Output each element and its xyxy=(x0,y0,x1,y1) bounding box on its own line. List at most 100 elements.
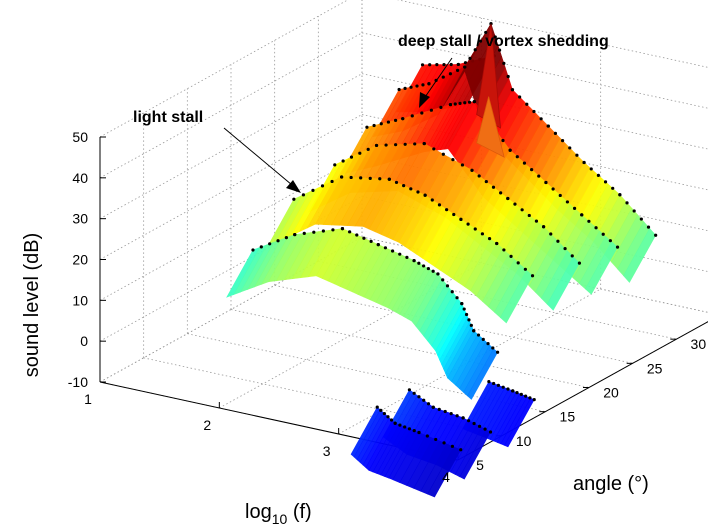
ridge-point xyxy=(362,236,366,240)
ridge-point xyxy=(477,424,482,428)
ridge-point xyxy=(398,252,402,256)
ridge-point xyxy=(441,75,445,79)
ridge-point xyxy=(464,312,469,317)
ridge-point xyxy=(372,123,376,128)
ridge-point xyxy=(358,151,362,155)
ridge-point xyxy=(293,232,297,237)
ridge-point xyxy=(493,35,497,39)
ridge-point xyxy=(558,193,562,198)
x-tick-label: 1 xyxy=(84,391,92,407)
ridge-point xyxy=(532,398,536,402)
ridge-point xyxy=(491,346,495,350)
ridge-point xyxy=(455,414,459,418)
ridge-point xyxy=(417,261,421,265)
ridge-point xyxy=(477,174,481,178)
ridge-point xyxy=(292,197,296,201)
ridge-point xyxy=(501,385,505,389)
ridge-point xyxy=(463,65,467,69)
ridge-point xyxy=(603,180,608,184)
ridge-point xyxy=(430,198,434,202)
ridge-point xyxy=(445,284,450,288)
ridge-point xyxy=(601,232,605,236)
ridge-point xyxy=(449,62,453,67)
ridge-point xyxy=(432,147,436,151)
ridge-point xyxy=(383,246,388,250)
ridge-point xyxy=(401,117,405,121)
ridge-point xyxy=(415,84,419,88)
ridge-point xyxy=(431,405,435,409)
ridge-point xyxy=(420,111,424,115)
ridge-point xyxy=(301,193,306,197)
ridge-point xyxy=(515,391,519,395)
ridge-point xyxy=(425,434,429,438)
ridge-point xyxy=(589,167,593,171)
ridge-point xyxy=(469,323,473,327)
ridge-point xyxy=(431,269,435,273)
ridge-point xyxy=(467,100,472,104)
z-tick-label: 40 xyxy=(72,170,88,186)
ridge-point xyxy=(374,143,379,148)
surface-patch xyxy=(427,446,462,498)
ridge-point xyxy=(506,74,510,79)
z-tick-label: 10 xyxy=(72,292,88,308)
ridge-point xyxy=(618,193,622,197)
ridge-point xyxy=(565,200,570,204)
ridge-point xyxy=(467,318,471,322)
ridge-point xyxy=(496,350,500,354)
ridge-point xyxy=(340,227,345,231)
ridge-point xyxy=(551,187,555,191)
ridge-point xyxy=(486,342,490,346)
ridge-point xyxy=(251,248,255,252)
surface-ribbon-angle-6 xyxy=(350,405,463,498)
ridge-point xyxy=(510,88,515,92)
ridge-point xyxy=(632,209,636,213)
ridge-point xyxy=(333,163,337,167)
ridge-point xyxy=(420,63,425,67)
ridge-point xyxy=(532,109,536,114)
ridge-point xyxy=(426,266,430,271)
ridge-point xyxy=(468,56,472,60)
ridge-point xyxy=(451,158,455,162)
ridge-point xyxy=(450,444,455,448)
ridge-point xyxy=(577,261,582,265)
ridge-point xyxy=(442,62,446,67)
ridge-point xyxy=(534,219,539,223)
ridge-point xyxy=(422,141,426,146)
ridge-point xyxy=(587,219,591,223)
ridge-point xyxy=(472,100,476,104)
ridge-point xyxy=(402,184,406,188)
annotation-deep-stall-text: deep stall / vortex shedding xyxy=(398,33,609,50)
ridge-point xyxy=(311,188,315,192)
ridge-point xyxy=(506,387,510,391)
ridge-point xyxy=(409,187,413,191)
z-tick-label: 50 xyxy=(72,129,88,145)
ridge-point xyxy=(428,63,432,67)
ridge-point xyxy=(412,391,416,395)
ridge-point xyxy=(276,239,280,243)
ridge-point xyxy=(320,184,325,188)
ridge-point xyxy=(365,125,369,129)
ridge-point xyxy=(421,83,425,87)
ridge-point xyxy=(387,177,391,181)
ridge-point xyxy=(615,245,620,249)
ridge-point xyxy=(522,161,527,165)
ridge-point xyxy=(611,186,615,190)
ridge-point xyxy=(436,272,440,276)
ridge-point xyxy=(460,302,464,306)
ridge-point xyxy=(259,245,263,249)
ridge-point xyxy=(582,160,586,165)
ridge-line-angle-6 xyxy=(375,405,463,452)
surface-ribbon-angle-14 xyxy=(462,380,536,448)
ridge-point xyxy=(340,175,344,179)
annotation-light-stall-arrow xyxy=(223,127,299,191)
y-tick-label: 20 xyxy=(603,385,619,401)
ridge-point xyxy=(376,243,380,247)
ridge-point xyxy=(393,118,398,122)
ridge-point xyxy=(520,208,524,212)
ridge-point xyxy=(466,419,471,423)
ridge-point xyxy=(481,337,485,341)
ridge-point xyxy=(544,180,548,185)
